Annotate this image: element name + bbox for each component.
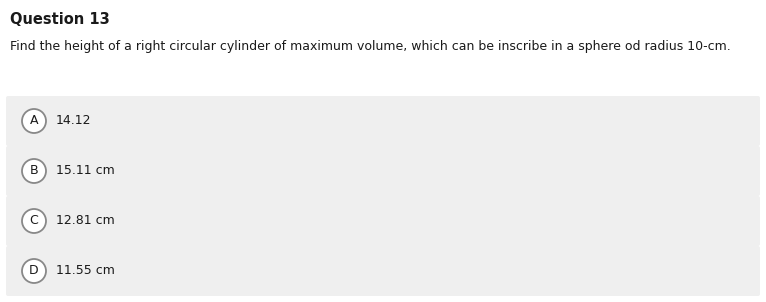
Text: C: C xyxy=(30,214,38,227)
FancyBboxPatch shape xyxy=(6,146,760,196)
Text: 12.81 cm: 12.81 cm xyxy=(56,214,115,227)
Circle shape xyxy=(22,209,46,233)
Text: Question 13: Question 13 xyxy=(10,12,110,27)
Circle shape xyxy=(22,159,46,183)
Circle shape xyxy=(22,259,46,283)
Text: 15.11 cm: 15.11 cm xyxy=(56,165,115,178)
Text: D: D xyxy=(29,265,39,278)
Text: B: B xyxy=(30,165,38,178)
FancyBboxPatch shape xyxy=(6,246,760,296)
Circle shape xyxy=(22,109,46,133)
Text: 14.12: 14.12 xyxy=(56,114,91,127)
Text: A: A xyxy=(30,114,38,127)
FancyBboxPatch shape xyxy=(6,96,760,146)
Text: 11.55 cm: 11.55 cm xyxy=(56,265,115,278)
Text: Find the height of a right circular cylinder of maximum volume, which can be ins: Find the height of a right circular cyli… xyxy=(10,40,731,53)
FancyBboxPatch shape xyxy=(6,196,760,246)
